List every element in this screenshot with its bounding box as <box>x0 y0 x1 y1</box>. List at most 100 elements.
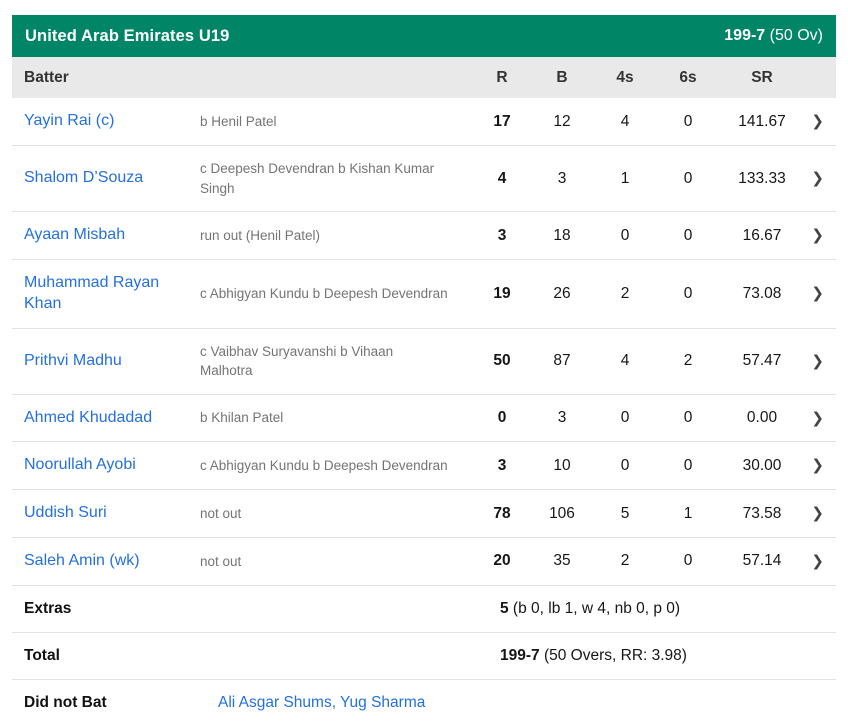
batter-name-link[interactable]: Yayin Rai (c) <box>24 112 115 130</box>
balls-value: 87 <box>553 352 571 370</box>
dismissal-text: b Henil Patel <box>200 113 277 129</box>
balls-value: 3 <box>557 169 567 187</box>
table-row[interactable]: Saleh Amin (wk) not out 20 35 2 0 57.14 … <box>12 537 836 585</box>
strike-rate-value: 57.47 <box>742 352 782 370</box>
table-row[interactable]: Muhammad Rayan Khan c Abhigyan Kundu b D… <box>12 258 836 328</box>
chevron-right-icon[interactable]: ❯ <box>811 505 824 523</box>
chevron-right-icon[interactable]: ❯ <box>811 285 824 303</box>
batter-name-link[interactable]: Prithvi Madhu <box>24 351 122 369</box>
sixes-value: 0 <box>683 409 693 427</box>
sixes-value: 0 <box>683 169 693 187</box>
balls-value: 26 <box>553 284 571 302</box>
dismissal-text: run out (Henil Patel) <box>200 227 321 243</box>
fours-value: 0 <box>620 456 630 474</box>
batter-name-link[interactable]: Uddish Suri <box>24 504 107 522</box>
team-score-bar: United Arab Emirates U19 199-7 (50 Ov) <box>12 15 836 57</box>
table-row[interactable]: Uddish Suri not out 78 106 5 1 73.58 ❯ <box>12 489 836 537</box>
runs-value: 17 <box>493 112 511 130</box>
dismissal-text: c Vaibhav Suryavanshi b Vihaan Malhotra <box>200 343 394 379</box>
total-value: 199-7 (50 Overs, RR: 3.98) <box>500 646 687 664</box>
strike-rate-value: 73.58 <box>742 504 782 522</box>
total-label: Total <box>24 646 60 664</box>
column-header-strike-rate: SR <box>751 68 773 86</box>
batter-name-link[interactable]: Ayaan Misbah <box>24 226 126 244</box>
column-header-batter: Batter <box>24 68 69 86</box>
dismissal-text: not out <box>200 505 242 521</box>
sixes-value: 0 <box>683 226 693 244</box>
runs-value: 78 <box>493 504 511 522</box>
extras-row: Extras 5 (b 0, lb 1, w 4, nb 0, p 0) <box>12 584 836 632</box>
table-row[interactable]: Ahmed Khudadad b Khilan Patel 0 3 0 0 0.… <box>12 393 836 442</box>
team-score-overs: (50 Ov) <box>765 27 823 44</box>
table-row[interactable]: Noorullah Ayobi c Abhigyan Kundu b Deepe… <box>12 441 836 489</box>
column-header-balls: B <box>556 68 568 86</box>
balls-value: 3 <box>557 409 567 427</box>
fours-value: 0 <box>620 226 630 244</box>
strike-rate-value: 73.08 <box>742 284 782 302</box>
column-header-runs: R <box>496 68 508 86</box>
balls-value: 106 <box>549 504 575 522</box>
sixes-value: 2 <box>683 352 693 370</box>
team-score-runs: 199-7 <box>724 27 766 44</box>
chevron-right-icon[interactable]: ❯ <box>811 552 824 570</box>
runs-value: 19 <box>493 284 511 302</box>
team-score: 199-7 (50 Ov) <box>724 27 823 45</box>
strike-rate-value: 133.33 <box>738 169 786 187</box>
table-row[interactable]: Yayin Rai (c) b Henil Patel 17 12 4 0 14… <box>12 98 836 145</box>
runs-value: 3 <box>497 456 507 474</box>
fours-value: 1 <box>620 169 630 187</box>
dismissal-text: c Deepesh Devendran b Kishan Kumar Singh <box>200 161 435 196</box>
sixes-value: 0 <box>683 456 693 474</box>
balls-value: 10 <box>553 456 571 474</box>
strike-rate-value: 30.00 <box>742 456 782 474</box>
batter-name-link[interactable]: Noorullah Ayobi <box>24 456 136 474</box>
runs-value: 0 <box>497 409 507 427</box>
runs-value: 3 <box>497 226 507 244</box>
chevron-right-icon[interactable]: ❯ <box>811 457 824 475</box>
fours-value: 2 <box>620 552 630 570</box>
total-row: Total 199-7 (50 Overs, RR: 3.98) <box>12 631 836 679</box>
did-not-bat-players-link[interactable]: Ali Asgar Shums, Yug Sharma <box>218 693 426 711</box>
fours-value: 4 <box>620 352 630 370</box>
extras-value: 5 (b 0, lb 1, w 4, nb 0, p 0) <box>500 599 681 617</box>
batter-name-link[interactable]: Ahmed Khudadad <box>24 408 153 426</box>
dismissal-text: not out <box>200 553 242 569</box>
table-row[interactable]: Prithvi Madhu c Vaibhav Suryavanshi b Vi… <box>12 327 836 394</box>
chevron-right-icon[interactable]: ❯ <box>811 227 824 245</box>
table-row[interactable]: Ayaan Misbah run out (Henil Patel) 3 18 … <box>12 211 836 259</box>
sixes-value: 0 <box>683 284 693 302</box>
balls-value: 12 <box>553 112 571 130</box>
team-name: United Arab Emirates U19 <box>25 26 230 45</box>
batter-name-link[interactable]: Shalom D’Souza <box>24 169 144 187</box>
did-not-bat-label: Did not Bat <box>24 693 107 711</box>
strike-rate-value: 16.67 <box>742 226 782 244</box>
chevron-right-icon[interactable]: ❯ <box>811 409 824 427</box>
chevron-right-icon[interactable]: ❯ <box>811 352 824 370</box>
dismissal-text: b Khilan Patel <box>200 410 284 426</box>
balls-value: 18 <box>553 226 571 244</box>
batter-rows: Yayin Rai (c) b Henil Patel 17 12 4 0 14… <box>12 98 836 585</box>
strike-rate-value: 141.67 <box>738 112 786 130</box>
dismissal-text: c Abhigyan Kundu b Deepesh Devendran <box>200 285 448 301</box>
dismissal-text: c Abhigyan Kundu b Deepesh Devendran <box>200 458 448 474</box>
chevron-right-icon[interactable]: ❯ <box>811 113 824 130</box>
sixes-value: 0 <box>683 112 693 130</box>
table-row[interactable]: Shalom D’Souza c Deepesh Devendran b Kis… <box>12 145 836 211</box>
strike-rate-value: 57.14 <box>742 552 782 570</box>
sixes-value: 0 <box>683 552 693 570</box>
fours-value: 2 <box>620 284 630 302</box>
did-not-bat-row: Did not Bat Ali Asgar Shums, Yug Sharma <box>12 678 836 726</box>
batting-scorecard: United Arab Emirates U19 199-7 (50 Ov) B… <box>12 15 836 726</box>
chevron-right-icon[interactable]: ❯ <box>811 170 824 188</box>
fours-value: 0 <box>620 409 630 427</box>
runs-value: 50 <box>493 352 511 370</box>
table-header-row: Batter R B 4s 6s SR <box>12 57 836 98</box>
fours-value: 4 <box>620 112 630 130</box>
batter-name-link[interactable]: Saleh Amin (wk) <box>24 552 140 570</box>
runs-value: 4 <box>497 169 507 187</box>
batter-name-link[interactable]: Muhammad Rayan Khan <box>24 273 160 312</box>
column-header-fours: 4s <box>616 68 634 86</box>
column-header-sixes: 6s <box>679 68 697 86</box>
runs-value: 20 <box>493 552 511 570</box>
extras-label: Extras <box>24 599 72 617</box>
